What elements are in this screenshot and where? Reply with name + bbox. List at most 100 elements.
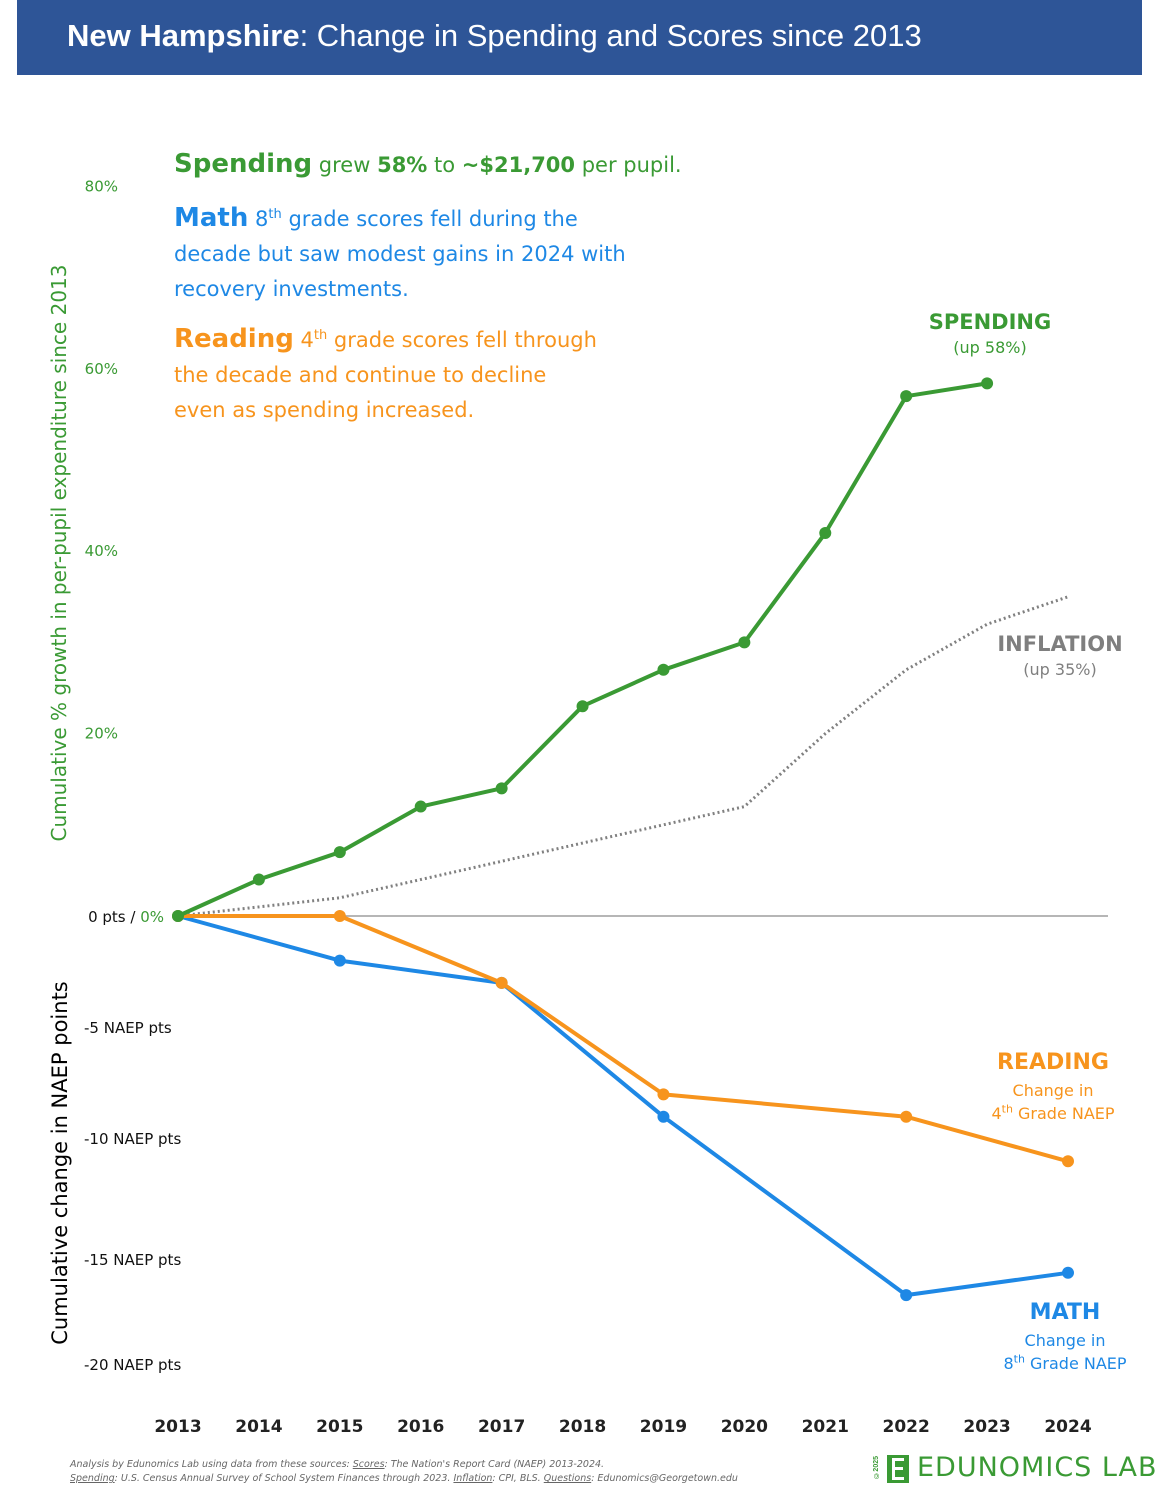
y-tick-label-pts: -5 NAEP pts: [84, 1019, 172, 1037]
spending-summary-head: Spending: [174, 149, 313, 179]
reading-point: [495, 976, 508, 989]
footer-line2-b: : CPI, BLS.: [492, 1473, 544, 1484]
reading-series-sub2-num: 4: [991, 1104, 1002, 1123]
math-series-label: MATH Change in 8th Grade NAEP: [990, 1300, 1140, 1373]
reading-point: [1062, 1155, 1074, 1168]
title-rest: : Change in Spending and Scores since 20…: [299, 18, 922, 53]
math-point: [900, 1289, 913, 1302]
spending-point: [495, 782, 508, 795]
x-tick-label: 2013: [154, 1417, 201, 1437]
footer-line1-b: : The Nation's Report Card (NAEP) 2013-2…: [384, 1459, 605, 1470]
footer-line1-a: Analysis by Edunomics Lab using data fro…: [70, 1459, 353, 1470]
spending-summary-text-2: to: [427, 153, 462, 177]
reading-summary: Reading 4th grade scores fell through th…: [174, 322, 597, 428]
axis-layer: 0 pts / 0%20%40%60%80%-5 NAEP pts-10 NAE…: [84, 177, 1108, 1437]
spending-point: [576, 700, 589, 713]
reading-series-sub2-sup: th: [1001, 1102, 1013, 1116]
reading-series-line: [178, 914, 1069, 1164]
page-title: New Hampshire: Change in Spending and Sc…: [67, 16, 922, 56]
spending-point: [819, 526, 832, 539]
x-tick-label: 2021: [802, 1417, 849, 1437]
footer-spending-label: Spending: [70, 1473, 115, 1484]
y-tick-label-pct: 20%: [85, 725, 118, 743]
reading-summary-text-3: even as spending increased.: [174, 398, 475, 422]
spending-point: [252, 873, 265, 886]
y-tick-label-pts: -10 NAEP pts: [84, 1130, 181, 1148]
y-zero-label-pts: 0 pts /: [88, 908, 140, 926]
inflation-series-line: [177, 595, 1069, 918]
x-tick-label: 2015: [316, 1417, 363, 1437]
title-state: New Hampshire: [67, 18, 300, 53]
math-series-sub2-rest: Grade NAEP: [1024, 1354, 1127, 1373]
math-summary-head: Math: [174, 203, 249, 233]
math-series-sub2-num: 8: [1003, 1354, 1014, 1373]
x-tick-label: 2017: [478, 1417, 525, 1437]
x-tick-label: 2019: [640, 1417, 687, 1437]
spending-point: [333, 846, 346, 859]
reading-summary-sup: th: [313, 328, 328, 343]
math-series-sub1: Change in: [1024, 1331, 1106, 1350]
y-tick-label-pts: -15 NAEP pts: [84, 1251, 181, 1269]
logo-copyright: ©2025: [873, 1456, 880, 1479]
x-tick-label: 2024: [1044, 1417, 1091, 1437]
footer-scores-label: Scores: [352, 1459, 385, 1470]
math-point: [657, 1110, 670, 1123]
title-bar: New Hampshire: Change in Spending and Sc…: [17, 0, 1142, 75]
label-layer: Cumulative % growth in per-pupil expendi…: [47, 265, 72, 1345]
inflation-series-sub: (up 35%): [1023, 660, 1097, 679]
logo-text: EDUNOMICS LAB: [917, 1452, 1158, 1483]
y-zero-label: 0 pts / 0%: [88, 908, 164, 926]
spending-point: [414, 800, 427, 813]
spending-point: [981, 377, 994, 390]
spending-point: [657, 663, 670, 676]
math-summary: Math 8th grade scores fell during the de…: [174, 201, 626, 307]
spending-series-title: SPENDING: [928, 310, 1052, 334]
reading-summary-head: Reading: [174, 324, 294, 354]
math-summary-text-2: decade but saw modest gains in 2024 with: [174, 242, 626, 266]
y-tick-label-pct: 80%: [85, 177, 118, 195]
math-summary-text-1: grade scores fell during the: [281, 207, 578, 231]
math-summary-grade: 8: [255, 207, 269, 231]
footer-inflation-label: Inflation: [453, 1473, 493, 1484]
math-point: [1062, 1266, 1074, 1279]
reading-series-label: READING Change in 4th Grade NAEP: [978, 1050, 1128, 1123]
footer-line2-a: : U.S. Census Annual Survey of School Sy…: [114, 1473, 454, 1484]
reading-series-sub1: Change in: [1012, 1081, 1094, 1100]
reading-summary-text-2: the decade and continue to decline: [174, 363, 547, 387]
series-layer: [172, 377, 1074, 1302]
x-tick-label: 2016: [397, 1417, 444, 1437]
reading-series-title: READING: [997, 1050, 1109, 1075]
y-axis-title-bottom: Cumulative change in NAEP points: [48, 981, 72, 1345]
y-axis-title-top: Cumulative % growth in per-pupil expendi…: [47, 265, 71, 842]
spending-series-line: [177, 381, 988, 918]
math-point: [333, 954, 346, 967]
reading-point: [657, 1088, 670, 1101]
math-series-title: MATH: [1029, 1300, 1101, 1325]
y-tick-label-pct: 60%: [85, 360, 118, 378]
reading-point: [900, 1110, 913, 1123]
spending-summary-text-3: per pupil.: [575, 153, 682, 177]
spending-summary: Spending grew 58% to ~$21,700 per pupil.: [174, 148, 682, 183]
math-summary-text-3: recovery investments.: [174, 277, 409, 301]
x-tick-label: 2020: [721, 1417, 768, 1437]
reading-summary-grade: 4: [300, 328, 314, 352]
footer-questions-label: Questions: [543, 1473, 592, 1484]
reading-point: [333, 910, 346, 922]
spending-series-sub: (up 58%): [953, 338, 1027, 357]
x-tick-label: 2023: [963, 1417, 1010, 1437]
x-tick-label: 2018: [559, 1417, 606, 1437]
y-tick-label-pct: 40%: [85, 542, 118, 560]
spending-summary-text: grew: [312, 153, 378, 177]
spending-point: [900, 390, 913, 403]
spending-series-label: SPENDING (up 58%): [920, 310, 1060, 357]
x-tick-label: 2022: [883, 1417, 930, 1437]
inflation-series-title: INFLATION: [997, 632, 1123, 656]
math-series-sub2-sup: th: [1013, 1352, 1025, 1366]
y-zero-label-pct: 0%: [140, 908, 164, 926]
spending-summary-pct: 58%: [377, 153, 428, 177]
spending-point: [738, 636, 751, 649]
footer-sources: Analysis by Edunomics Lab using data fro…: [70, 1458, 738, 1486]
inflation-series-label: INFLATION (up 35%): [990, 632, 1130, 679]
x-tick-label: 2014: [235, 1417, 282, 1437]
